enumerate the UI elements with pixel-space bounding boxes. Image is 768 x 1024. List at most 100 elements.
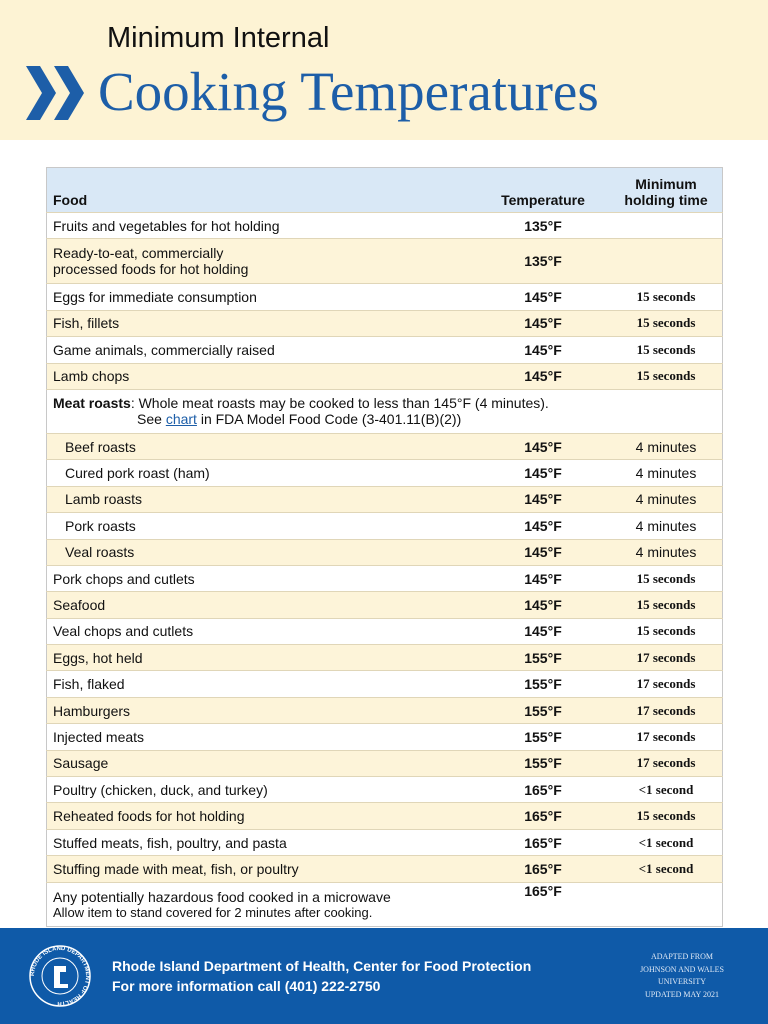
- holding-time: 17 seconds: [610, 696, 723, 724]
- table-row: Meat roasts: Whole meat roasts may be co…: [46, 388, 723, 434]
- food: Eggs, hot held: [53, 649, 143, 666]
- holding-time: 4 minutes: [610, 459, 723, 487]
- food-cell: Cured pork roast (ham): [46, 459, 476, 487]
- food-cell: Pork chops and cutlets: [46, 564, 476, 592]
- temperature: 165°F: [476, 828, 610, 856]
- holding-time: 15 seconds: [610, 283, 723, 311]
- food: Reheated foods for hot holding: [53, 808, 245, 825]
- note-line: Meat roasts: Whole meat roasts may be co…: [53, 395, 716, 411]
- table-row: Cured pork roast (ham) 145°F 4 minutes: [46, 459, 723, 487]
- food-cell: Beef roasts: [46, 432, 476, 460]
- table-row: Stuffed meats, fish, poultry, and pasta 1…: [46, 828, 723, 856]
- food: Ready-to-eat, commercially processed foo…: [53, 245, 249, 278]
- food: Stuffed meats, fish, poultry, and pasta: [53, 834, 287, 851]
- temperature: 145°F: [476, 432, 610, 460]
- holding-time: 4 minutes: [610, 538, 723, 566]
- holding-time: [610, 238, 723, 284]
- note-see: See: [137, 411, 162, 428]
- logo: RHODE ISLAND DEPARTMENT OF HEALTH: [29, 945, 91, 1007]
- holding-time: 17 seconds: [610, 723, 723, 751]
- holding-time: 17 seconds: [610, 670, 723, 698]
- temperature: 165°F: [476, 802, 610, 830]
- holding-time: 15 seconds: [610, 591, 723, 619]
- food: Lamb chops: [53, 368, 130, 385]
- note-label: Meat roasts: [53, 395, 131, 412]
- food: Stuffing made with meat, fish, or poultr…: [53, 860, 299, 877]
- temperature: 155°F: [476, 723, 610, 751]
- food-cell: Veal chops and cutlets: [46, 617, 476, 645]
- table-row: Reheated foods for hot holding 165°F 15 se…: [46, 802, 723, 830]
- holding-time: 4 minutes: [610, 432, 723, 460]
- table-row: Lamb chops 145°F 15 seconds: [46, 362, 723, 390]
- table-row: Lamb roasts 145°F 4 minutes: [46, 485, 723, 513]
- footer: RHODE ISLAND DEPARTMENT OF HEALTH Rhode …: [0, 928, 768, 1024]
- food-cell: Ready-to-eat, commercially processed foo…: [46, 238, 476, 284]
- food-cell: Reheated foods for hot holding: [46, 802, 476, 830]
- temperature: 135°F: [476, 211, 610, 239]
- table-row: Fish, fillets 145°F 15 seconds: [46, 309, 723, 337]
- food: Poultry (chicken, duck, and turkey): [53, 781, 268, 798]
- note-text: : Whole meat roasts may be cooked to les…: [130, 395, 549, 412]
- footer-line1: Rhode Island Department of Health, Cente…: [112, 958, 532, 974]
- chevrons: [26, 66, 84, 120]
- credit-line: ADAPTED FROM: [650, 952, 713, 961]
- food-cell: Poultry (chicken, duck, and turkey): [46, 776, 476, 803]
- temperature: 155°F: [476, 644, 610, 671]
- food-cell: Pork roasts: [46, 512, 476, 540]
- temperature: 155°F: [476, 749, 610, 777]
- temperature-table: Food Temperature Minimum holding time Fr…: [46, 167, 723, 927]
- table-row: Pork chops and cutlets 145°F 15 seconds: [46, 564, 723, 592]
- temperature: 155°F: [476, 670, 610, 698]
- food-cell: Lamb roasts: [46, 485, 476, 513]
- holding-time: <1 second: [610, 828, 723, 856]
- credit: ADAPTED FROM JOHNSON AND WALES UNIVERSITY U…: [622, 951, 742, 1001]
- temperature: 155°F: [476, 696, 610, 724]
- food: Seafood: [53, 596, 106, 613]
- food-cell: Injected meats: [46, 723, 476, 751]
- food: Game animals, commercially raised: [53, 341, 275, 358]
- food-cell: Eggs, hot held: [46, 644, 476, 671]
- temperature: 145°F: [476, 591, 610, 619]
- holding-time: 15 seconds: [610, 362, 723, 390]
- footer-line2: For more information call (401) 222-2750: [112, 978, 381, 994]
- holding-time: 15 seconds: [610, 617, 723, 645]
- column-header: Temperature: [476, 167, 610, 213]
- title-line1: Minimum Internal: [107, 22, 330, 54]
- food-note: Allow item to stand covered for 2 minute…: [53, 904, 373, 920]
- credit-line: JOHNSON AND WALES: [640, 964, 724, 974]
- table-row: Fish, flaked 155°F 17 seconds: [46, 670, 723, 698]
- food: Veal chops and cutlets: [53, 623, 194, 640]
- table-row: Stuffing made with meat, fish, or poultr…: [46, 855, 723, 883]
- note-line: See chart in FDA Model Food Code (3-401.…: [53, 411, 716, 427]
- table-row: Veal roasts 145°F 4 minutes: [46, 538, 723, 566]
- food-cell: Any potentially hazardous food cooked in…: [46, 881, 476, 927]
- food: Injected meats: [53, 728, 145, 745]
- food: Fish, flaked: [53, 676, 125, 693]
- temperature: 145°F: [476, 538, 610, 566]
- temperature: 135°F: [476, 238, 610, 284]
- temperature: 145°F: [476, 336, 610, 364]
- food: Sausage: [53, 755, 109, 772]
- table-row: Hamburgers 155°F 17 seconds: [46, 696, 723, 724]
- food-cell: Fruits and vegetables for hot holding: [46, 211, 476, 239]
- food: Veal roasts: [65, 544, 135, 561]
- table-row: Any potentially hazardous food cooked in…: [46, 881, 723, 927]
- food-cell: Sausage: [46, 749, 476, 777]
- holding-time: 17 seconds: [610, 644, 723, 671]
- link[interactable]: chart: [165, 411, 197, 428]
- column-header: Food: [46, 167, 476, 213]
- table-row: Beef roasts 145°F 4 minutes: [46, 432, 723, 460]
- temperature: 165°F: [476, 776, 610, 803]
- table-row: Pork roasts 145°F 4 minutes: [46, 512, 723, 540]
- food-cell: Fish, flaked: [46, 670, 476, 698]
- food-cell: Hamburgers: [46, 696, 476, 724]
- holding-time: 17 seconds: [610, 749, 723, 777]
- food: Fish, fillets: [53, 315, 120, 332]
- table-row: Eggs, hot held 155°F 17 seconds: [46, 644, 723, 671]
- credit-line: UNIVERSITY: [658, 977, 706, 986]
- note-cell: Meat roasts: Whole meat roasts may be co…: [46, 388, 723, 434]
- temperature: 145°F: [476, 283, 610, 311]
- table-row: Poultry (chicken, duck, and turkey) 165°F…: [46, 776, 723, 803]
- food-cell: Fish, fillets: [46, 309, 476, 337]
